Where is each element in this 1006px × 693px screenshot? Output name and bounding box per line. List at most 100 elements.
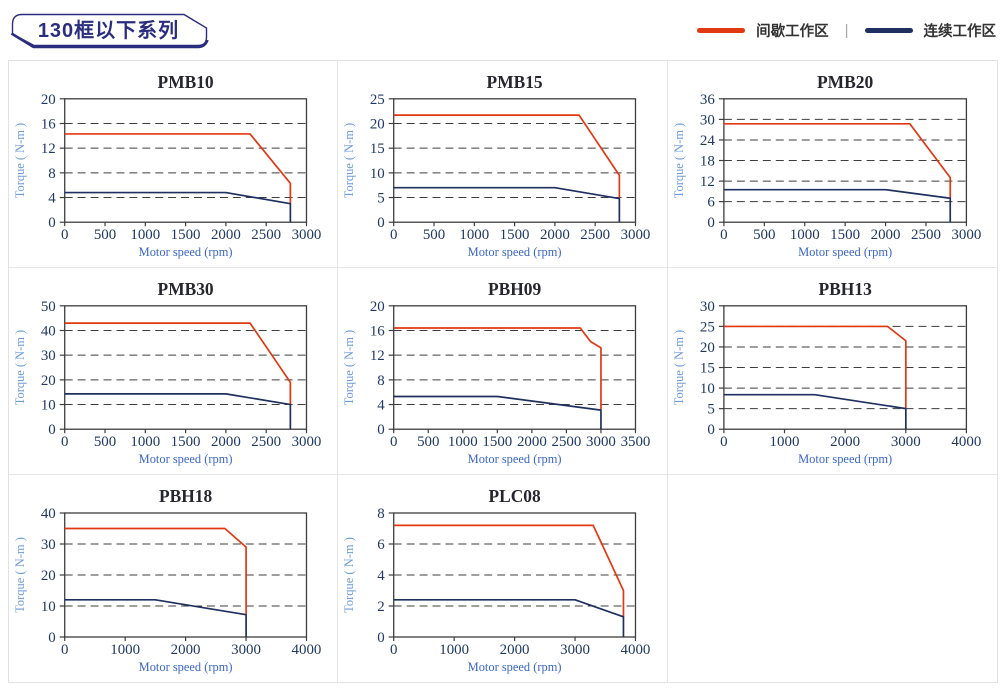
chart-cell-pbh13: 0 1000 2000 3000 4000 0 5 10 15 20 25 30 PBH13 Motor … [667, 268, 997, 475]
svg-text:25: 25 [370, 92, 385, 108]
chart-cell-plc08: 0 1000 2000 3000 4000 0 2 4 6 8 PLC08 Motor speed (… [338, 475, 668, 682]
svg-text:Torque ( N-m ): Torque ( N-m ) [342, 123, 356, 198]
svg-text:Torque ( N-m ): Torque ( N-m ) [672, 330, 686, 405]
chart-cell-pmb30: 0 500 1000 1500 2000 2500 3000 0 10 20 30 40 50 PMB30… [9, 268, 339, 475]
svg-text:Motor speed (rpm): Motor speed (rpm) [139, 452, 233, 466]
svg-text:15: 15 [370, 141, 385, 157]
svg-text:16: 16 [41, 116, 56, 132]
svg-text:2000: 2000 [171, 642, 201, 658]
chart-pmb10: 0 500 1000 1500 2000 2500 3000 0 4 8 12 16 20 PMB10 Mo… [13, 72, 322, 259]
svg-text:1000: 1000 [130, 434, 160, 450]
svg-text:8: 8 [378, 506, 385, 522]
svg-text:3500: 3500 [621, 434, 651, 450]
svg-text:Torque ( N-m ): Torque ( N-m ) [342, 330, 356, 405]
svg-text:2000: 2000 [211, 434, 241, 450]
svg-text:6: 6 [707, 195, 715, 211]
svg-text:0: 0 [390, 642, 397, 658]
badge-outline-shape [10, 13, 209, 48]
svg-text:PBH18: PBH18 [159, 486, 212, 506]
svg-text:Motor speed (rpm): Motor speed (rpm) [798, 245, 892, 259]
chart-cell-pbh09: 0 500 1000 1500 2000 2500 3000 3500 0 4 8 12 16 20 PBH… [338, 268, 668, 475]
svg-text:2500: 2500 [581, 227, 611, 243]
svg-text:500: 500 [94, 227, 116, 243]
svg-text:12: 12 [41, 141, 56, 157]
svg-text:25: 25 [700, 319, 715, 335]
svg-text:PBH13: PBH13 [818, 279, 872, 299]
svg-text:0: 0 [61, 642, 68, 658]
svg-text:3000: 3000 [292, 434, 322, 450]
svg-text:20: 20 [370, 116, 385, 132]
svg-text:30: 30 [700, 112, 715, 128]
svg-text:20: 20 [41, 373, 56, 389]
svg-text:1000: 1000 [460, 227, 490, 243]
svg-text:2000: 2000 [830, 434, 860, 450]
svg-text:1000: 1000 [130, 227, 160, 243]
svg-text:30: 30 [41, 537, 56, 553]
svg-text:20: 20 [41, 568, 56, 584]
svg-text:2000: 2000 [540, 227, 570, 243]
svg-text:3000: 3000 [621, 227, 651, 243]
svg-text:1000: 1000 [769, 434, 799, 450]
svg-text:3000: 3000 [951, 227, 981, 243]
svg-text:0: 0 [378, 422, 385, 438]
chart-pbh13: 0 1000 2000 3000 4000051015202530PBH13Motor … [672, 279, 981, 466]
svg-text:1500: 1500 [171, 227, 201, 243]
svg-text:3000: 3000 [292, 227, 322, 243]
svg-text:40: 40 [41, 323, 56, 339]
svg-text:Torque ( N-m ): Torque ( N-m ) [13, 330, 27, 405]
chart-pbh18: 0 1000 2000 3000 4000 0 10 20 30 40 PBH18 Motor spe… [13, 486, 322, 674]
svg-text:1500: 1500 [483, 434, 513, 450]
chart-pmb30: 0 500 1000 1500 2000 2500 3000 0 10 20 30 40 50 PMB30… [13, 279, 322, 466]
svg-text:4: 4 [378, 568, 386, 584]
svg-text:PMB20: PMB20 [817, 72, 874, 92]
svg-text:3000: 3000 [560, 642, 590, 658]
svg-text:30: 30 [700, 299, 715, 315]
svg-text:2500: 2500 [552, 434, 582, 450]
svg-text:4000: 4000 [292, 642, 322, 658]
svg-text:1000: 1000 [448, 434, 478, 450]
svg-text:30: 30 [41, 348, 56, 364]
svg-text:PMB30: PMB30 [158, 279, 214, 299]
svg-text:0: 0 [61, 434, 68, 450]
chart-cell-pmb20: 0 500 1000 1500 2000 2500 3000 0 6 12 18 24 30 36 PMB2… [667, 61, 997, 268]
svg-text:20: 20 [700, 340, 715, 356]
svg-text:4: 4 [378, 398, 386, 414]
svg-text:0: 0 [48, 422, 55, 438]
svg-text:10: 10 [41, 398, 56, 414]
svg-text:Torque ( N-m ): Torque ( N-m ) [13, 123, 27, 198]
svg-text:2500: 2500 [911, 227, 941, 243]
svg-text:4: 4 [48, 191, 56, 207]
svg-text:0: 0 [48, 215, 55, 231]
svg-text:20: 20 [370, 299, 385, 315]
svg-text:2000: 2000 [517, 434, 547, 450]
svg-text:500: 500 [417, 434, 439, 450]
svg-text:12: 12 [370, 348, 385, 364]
svg-text:2000: 2000 [211, 227, 241, 243]
svg-text:PMB15: PMB15 [487, 72, 543, 92]
svg-text:20: 20 [41, 92, 56, 108]
svg-text:24: 24 [700, 133, 715, 149]
svg-text:0: 0 [378, 630, 385, 646]
svg-text:3000: 3000 [890, 434, 920, 450]
series-title: 130框以下系列 [37, 20, 180, 42]
svg-text:50: 50 [41, 299, 56, 315]
svg-text:Torque ( N-m ): Torque ( N-m ) [672, 123, 686, 198]
chart-grid: 0 500 1000 1500 2000 2500 3000 0 4 8 12 16 20 PMB10 Mo… [8, 60, 998, 683]
svg-text:Motor speed (rpm): Motor speed (rpm) [468, 245, 562, 259]
svg-text:1000: 1000 [110, 642, 140, 658]
svg-text:0: 0 [48, 630, 55, 646]
svg-text:0: 0 [378, 215, 385, 231]
svg-text:Motor speed (rpm): Motor speed (rpm) [468, 452, 562, 466]
legend: 间歇工作区 | 连续工作区 [697, 20, 996, 41]
svg-text:Torque ( N-m ): Torque ( N-m ) [13, 537, 27, 613]
chart-plc08: 0 1000 2000 3000 4000 0 2 4 6 8 PLC08 Motor speed (… [342, 486, 651, 674]
legend-label-intermittent: 间歇工作区 [756, 23, 829, 40]
chart-pmb15: 0 500 1000 1500 2000 2500 3000 0 5 10 15 20 25 PMB15 M… [342, 72, 651, 259]
svg-text:500: 500 [423, 227, 445, 243]
svg-text:1000: 1000 [789, 227, 819, 243]
svg-text:2500: 2500 [251, 227, 281, 243]
svg-text:0: 0 [61, 227, 68, 243]
svg-text:1500: 1500 [500, 227, 530, 243]
svg-text:4000: 4000 [621, 642, 651, 658]
svg-text:Motor speed (rpm): Motor speed (rpm) [798, 452, 892, 466]
